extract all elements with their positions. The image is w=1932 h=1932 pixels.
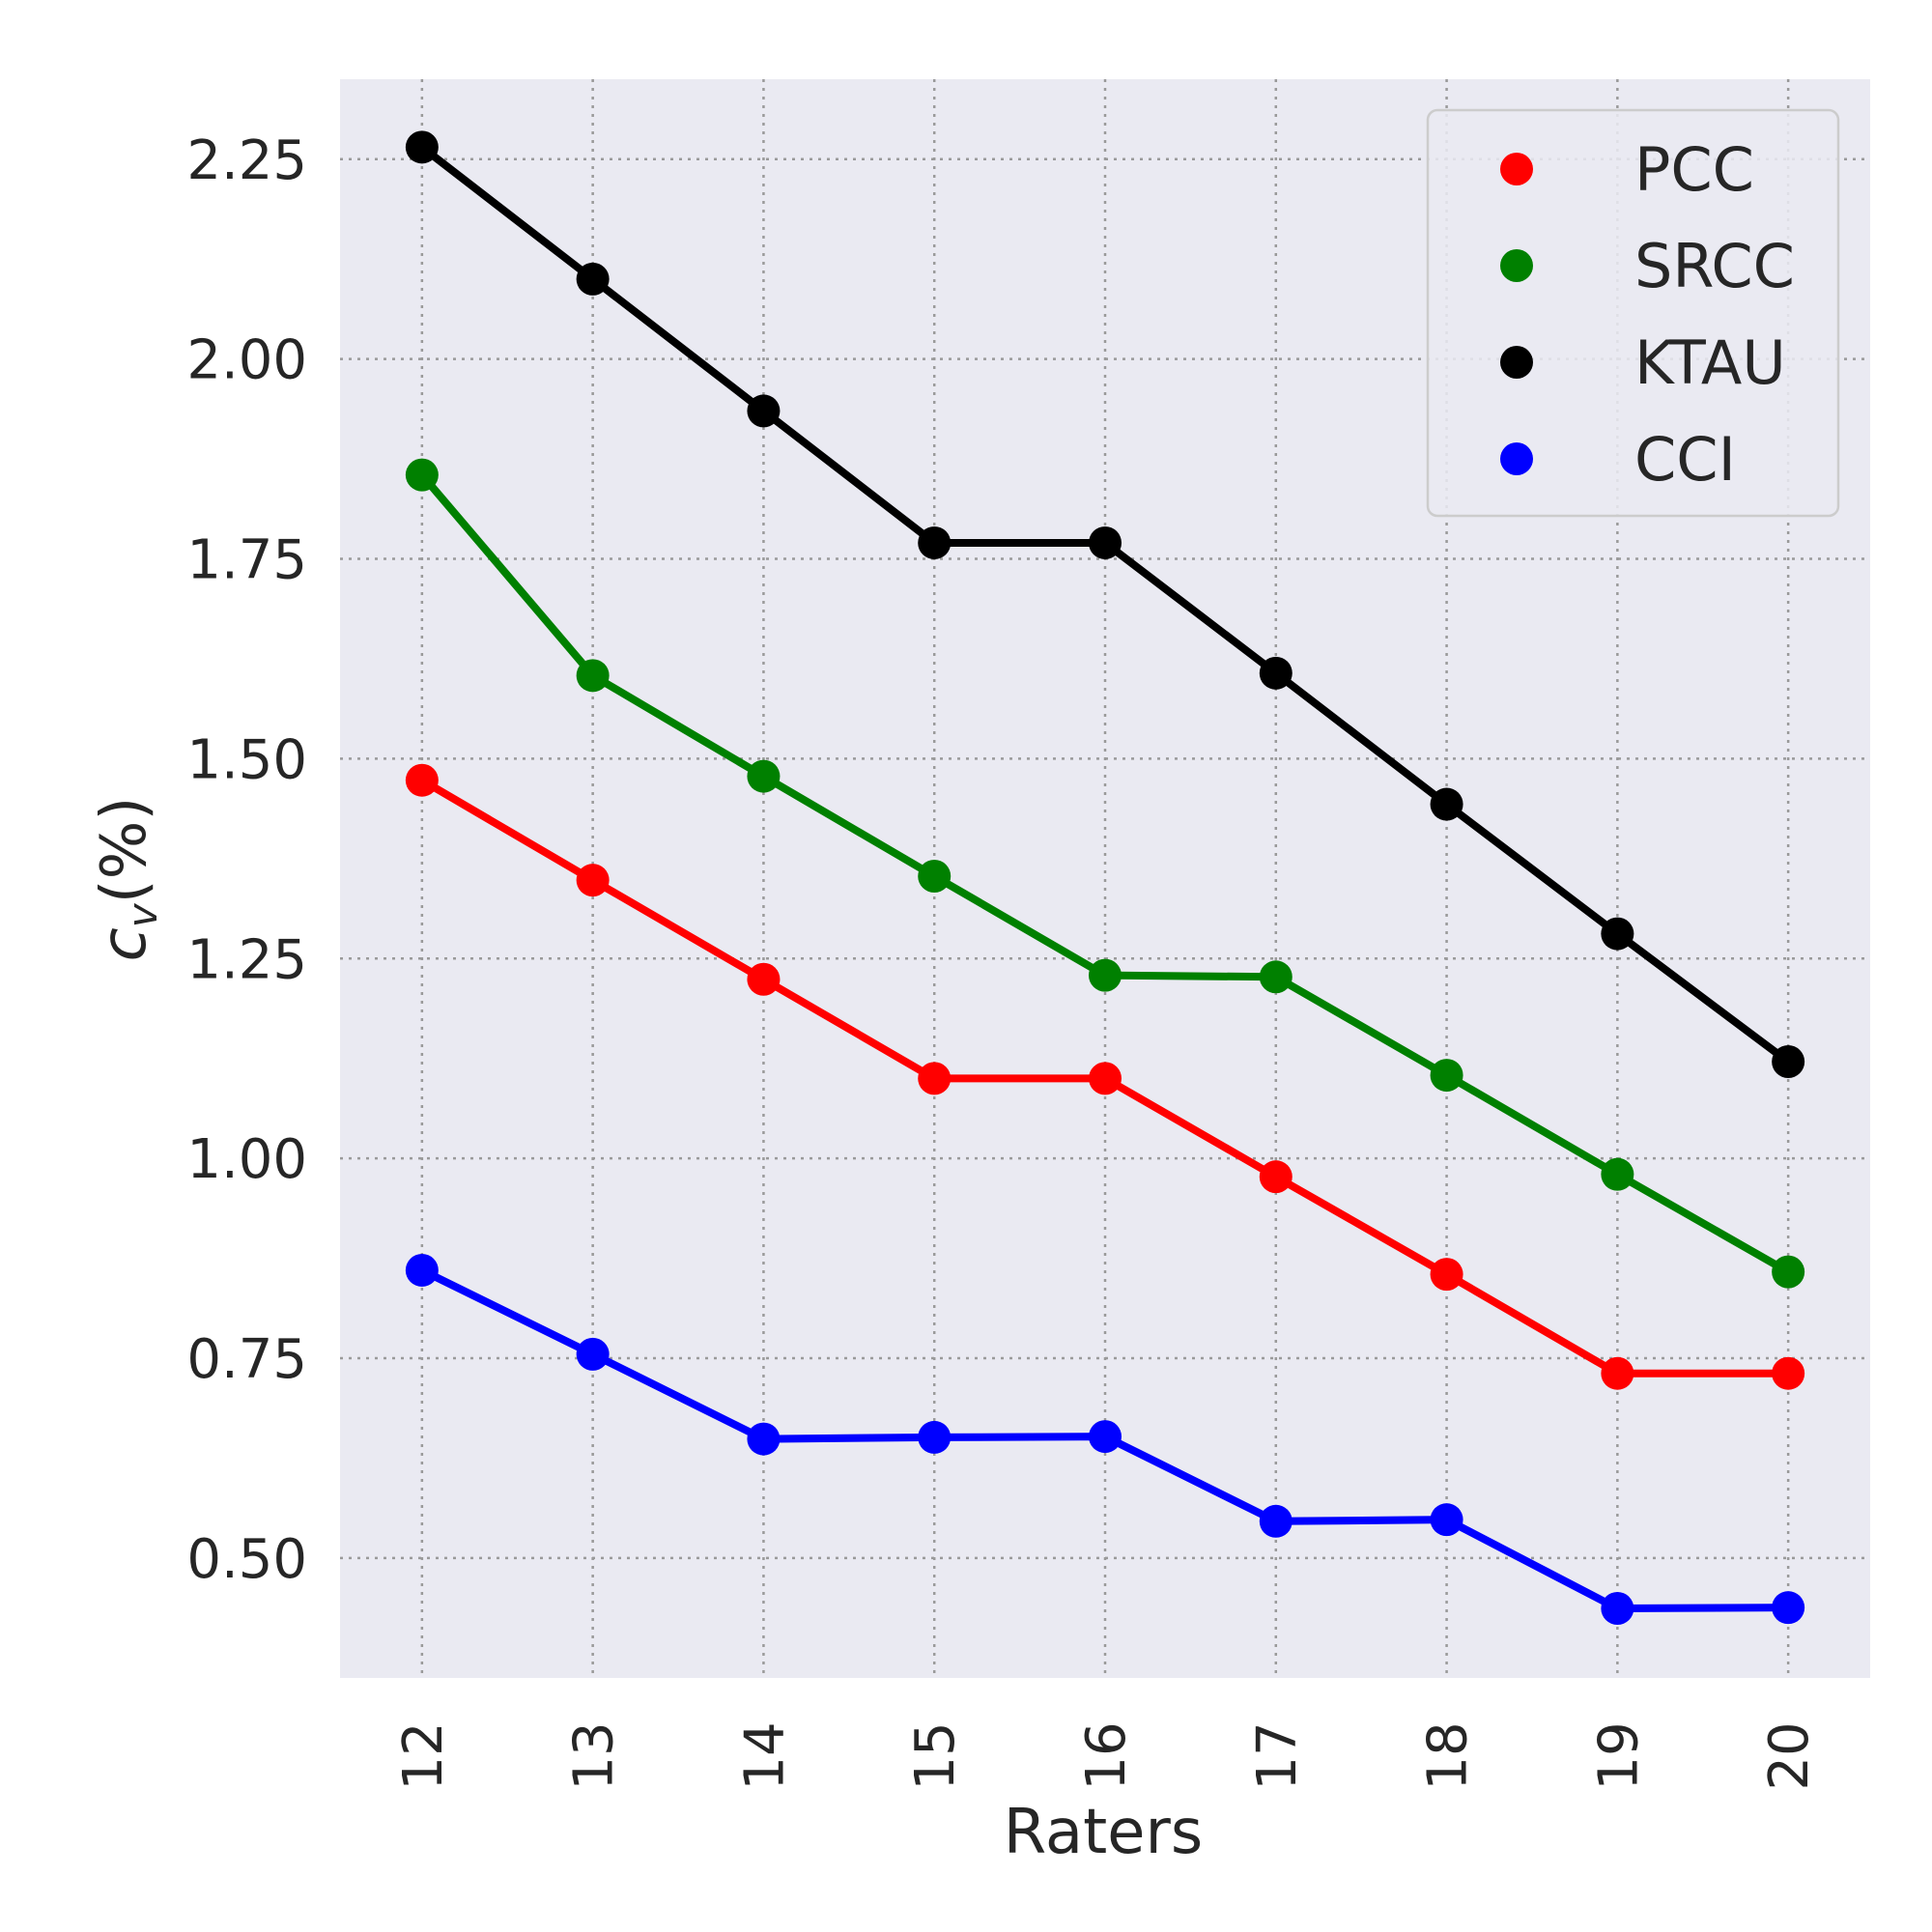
- data-point-ktau: [405, 130, 439, 164]
- data-point-cci: [576, 1337, 610, 1371]
- data-point-pcc: [405, 763, 439, 797]
- legend-marker: [1500, 153, 1533, 185]
- x-tick-label: 14: [733, 1721, 796, 1790]
- x-tick-label: 15: [904, 1721, 967, 1790]
- data-point-srcc: [747, 759, 781, 793]
- data-point-ktau: [918, 526, 952, 559]
- data-point-pcc: [1089, 1062, 1122, 1095]
- x-axis-ticks: 12 13 14 15 16 17 18 19 20: [392, 1721, 1821, 1790]
- x-tick-label: 17: [1246, 1721, 1309, 1790]
- data-point-pcc: [1259, 1160, 1293, 1194]
- y-tick-label: 0.75: [186, 1328, 307, 1391]
- legend-box: [1426, 108, 1840, 518]
- series-pcc: [405, 763, 1805, 1390]
- data-point-srcc: [918, 860, 952, 894]
- y-axis-ticks: 0.50 0.75 1.00 1.25 1.50 1.75 2.00 2.25: [186, 129, 307, 1591]
- data-point-ktau: [576, 262, 610, 296]
- data-point-srcc: [1430, 1059, 1463, 1093]
- data-point-pcc: [576, 864, 610, 897]
- x-tick-label: 18: [1417, 1721, 1480, 1790]
- x-axis-label: Raters: [1004, 1797, 1203, 1868]
- y-tick-label: 2.00: [186, 329, 307, 392]
- data-point-cci: [747, 1422, 781, 1456]
- data-point-cci: [1089, 1420, 1122, 1454]
- data-point-cci: [405, 1253, 439, 1287]
- legend-item-pcc: PCC: [1500, 134, 1754, 205]
- series-cci: [405, 1253, 1805, 1626]
- data-point-cci: [1430, 1503, 1463, 1537]
- y-tick-label: 1.25: [186, 928, 307, 991]
- data-point-srcc: [405, 458, 439, 492]
- series-ktau: [405, 130, 1805, 1078]
- data-point-pcc: [1772, 1356, 1805, 1390]
- y-axis-label: cv(%): [89, 797, 166, 962]
- y-tick-label: 1.75: [186, 529, 307, 592]
- x-tick-label: 19: [1587, 1721, 1650, 1790]
- data-point-cci: [918, 1420, 952, 1454]
- legend-label: CCI: [1634, 424, 1736, 495]
- data-point-pcc: [747, 962, 781, 996]
- legend-item-srcc: SRCC: [1500, 231, 1795, 301]
- data-point-ktau: [1772, 1044, 1805, 1078]
- legend: PCC SRCC KTAU CCI: [1426, 108, 1840, 518]
- x-tick-label: 16: [1075, 1721, 1138, 1790]
- data-point-cci: [1772, 1591, 1805, 1625]
- legend-marker: [1500, 442, 1533, 475]
- y-tick-label: 0.50: [186, 1528, 307, 1591]
- legend-label: SRCC: [1634, 231, 1795, 301]
- legend-item-cci: CCI: [1500, 424, 1736, 495]
- y-tick-label: 2.25: [186, 129, 307, 192]
- data-point-ktau: [1601, 917, 1634, 951]
- x-tick-label: 12: [392, 1721, 455, 1790]
- data-point-pcc: [1601, 1356, 1634, 1390]
- series-srcc: [405, 458, 1805, 1289]
- y-tick-label: 1.50: [186, 728, 307, 791]
- legend-marker: [1500, 249, 1533, 282]
- data-point-ktau: [1430, 787, 1463, 821]
- data-point-srcc: [1089, 958, 1122, 992]
- legend-marker: [1500, 346, 1533, 379]
- data-point-ktau: [1089, 526, 1122, 559]
- y-tick-label: 1.00: [186, 1128, 307, 1191]
- data-point-srcc: [576, 659, 610, 693]
- legend-item-ktau: KTAU: [1500, 327, 1786, 398]
- data-point-cci: [1601, 1592, 1634, 1626]
- y-axis-label-suffix: (%): [89, 797, 160, 904]
- data-point-srcc: [1259, 960, 1293, 994]
- data-point-pcc: [918, 1062, 952, 1095]
- y-axis-label-main: c: [89, 927, 160, 961]
- legend-label: KTAU: [1634, 327, 1786, 398]
- data-point-ktau: [747, 394, 781, 428]
- series-layer: [405, 130, 1805, 1626]
- data-point-pcc: [1430, 1258, 1463, 1292]
- data-point-cci: [1259, 1504, 1293, 1538]
- data-point-srcc: [1772, 1255, 1805, 1289]
- x-tick-label: 20: [1758, 1721, 1821, 1790]
- data-point-srcc: [1601, 1157, 1634, 1191]
- data-point-ktau: [1259, 656, 1293, 690]
- legend-label: PCC: [1634, 134, 1754, 205]
- x-tick-label: 13: [563, 1721, 626, 1790]
- y-axis-label-sub: v: [119, 902, 166, 927]
